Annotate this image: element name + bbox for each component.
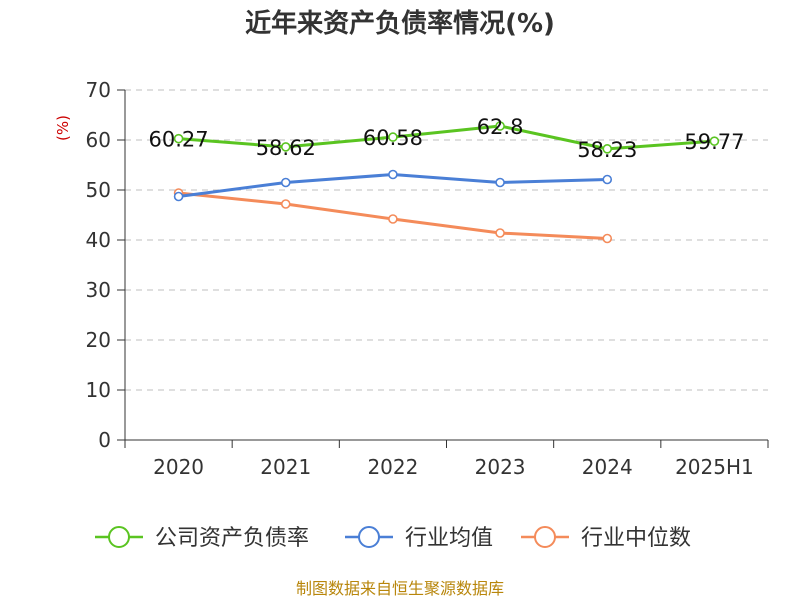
data-point xyxy=(280,199,291,209)
y-tick-label: 30 xyxy=(86,278,111,302)
legend-swatch-marker xyxy=(358,526,380,548)
y-axis-label: (%) xyxy=(54,115,72,141)
x-tick-label: 2025H1 xyxy=(675,455,754,479)
legend-swatch-marker xyxy=(534,526,556,548)
data-point xyxy=(388,214,398,224)
y-tick-label: 0 xyxy=(98,428,111,452)
axes: 0 10 20 30 40 50 60 70 2020 2021 2022 2023 2024 2025H… xyxy=(86,78,769,479)
data-label: 62.8 xyxy=(477,115,524,139)
legend-item: 行业均值 xyxy=(345,526,493,551)
x-tick-label: 2023 xyxy=(475,455,526,479)
y-tick-label: 60 xyxy=(86,128,111,152)
x-tick-label: 2021 xyxy=(260,455,311,479)
x-tick-label: 2024 xyxy=(582,455,633,479)
legend-label: 行业均值 xyxy=(405,526,493,551)
data-point xyxy=(709,136,720,146)
legend-swatch-marker xyxy=(108,526,130,548)
data-point xyxy=(388,132,398,142)
legend-label: 公司资产负债率 xyxy=(155,526,309,551)
chart-title: 近年来资产负债率情况(%) xyxy=(245,8,555,39)
grid-lines xyxy=(125,89,768,391)
y-tick-label: 70 xyxy=(86,78,111,102)
legend-item: 行业中位数 xyxy=(521,526,691,551)
data-point xyxy=(388,169,398,180)
data-point xyxy=(602,174,613,185)
data-point xyxy=(280,142,291,152)
series-layer xyxy=(173,121,720,244)
series-line xyxy=(178,124,715,151)
data-point xyxy=(495,177,505,188)
data-point xyxy=(495,228,505,238)
data-labels: 60.27 58.62 60.58 62.8 58.23 59.77 xyxy=(149,115,745,162)
x-tick-label: 2022 xyxy=(367,455,418,479)
data-point xyxy=(173,191,184,202)
y-tick-label: 40 xyxy=(86,228,111,252)
data-point xyxy=(173,133,184,144)
data-label: 60.27 xyxy=(149,128,209,152)
legend-item: 公司资产负债率 xyxy=(95,526,309,551)
data-point xyxy=(602,233,613,244)
legend: 公司资产负债率 行业均值 行业中位数 xyxy=(95,526,691,551)
data-point xyxy=(602,144,613,154)
y-tick-label: 10 xyxy=(86,378,111,402)
data-point xyxy=(280,177,291,188)
data-label: 58.23 xyxy=(577,138,637,162)
data-label: 58.62 xyxy=(256,136,316,160)
legend-label: 行业中位数 xyxy=(581,526,691,551)
data-point xyxy=(495,121,505,131)
y-tick-label: 20 xyxy=(86,328,111,352)
data-label: 59.77 xyxy=(684,130,744,154)
y-tick-label: 50 xyxy=(86,178,111,202)
data-label: 60.58 xyxy=(363,126,423,150)
x-tick-label: 2020 xyxy=(153,455,204,479)
source-note: 制图数据来自恒生聚源数据库 xyxy=(296,579,504,598)
